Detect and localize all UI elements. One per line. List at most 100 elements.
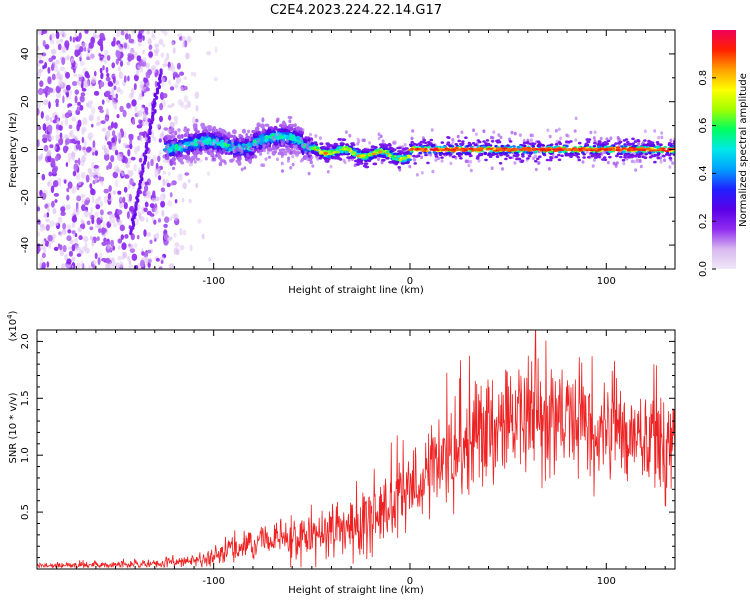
band-halo (309, 132, 312, 137)
band-cell (521, 153, 525, 156)
band-cell (643, 156, 648, 159)
band-cell (560, 154, 564, 158)
band-cell (528, 152, 533, 155)
noise-speck (43, 99, 49, 106)
band-cell (193, 138, 199, 143)
noise-speck (151, 196, 157, 203)
band-halo (265, 145, 269, 149)
noise-speck (88, 212, 92, 220)
noise-speck (98, 176, 102, 182)
noise-speck (112, 218, 115, 225)
band-cell (508, 156, 513, 160)
band-core (531, 148, 537, 151)
band-halo (430, 128, 434, 132)
noise-speck (159, 92, 165, 100)
band-cell (185, 150, 191, 155)
spectrogram-panel: -100 0 100 -40 -20 0 20 40 Height of straight … (8, 29, 676, 296)
noise-speck (106, 55, 111, 61)
noise-speck (128, 225, 132, 230)
noise-speck (42, 123, 47, 131)
noise-speck (89, 226, 94, 231)
band-cell (630, 153, 634, 157)
band-cell (454, 143, 459, 146)
noise-speck (121, 171, 124, 177)
noise-speck (108, 161, 113, 170)
band-cell (594, 156, 598, 159)
noise-speck (91, 217, 95, 225)
band-cell (374, 149, 380, 153)
band-core (566, 149, 571, 151)
band-cell (651, 150, 655, 154)
noise-speck (48, 101, 51, 109)
band-cell (442, 153, 447, 156)
band-halo (280, 139, 284, 143)
noise-speck (48, 87, 54, 93)
noise-speck (183, 85, 188, 91)
band-cell (577, 158, 581, 162)
noise-speck (214, 46, 218, 53)
noise-speck (149, 203, 155, 209)
band-halo (180, 156, 184, 161)
band-cell (297, 141, 300, 145)
snr-marks (37, 330, 675, 569)
band-core (485, 148, 490, 151)
band-cell (381, 158, 386, 162)
noise-speck (90, 187, 95, 196)
band-halo (306, 141, 310, 145)
band-cell (648, 151, 652, 155)
noise-speck (67, 181, 73, 189)
noise-speck (195, 182, 199, 189)
noise-speck (162, 93, 168, 99)
band-core (507, 150, 512, 152)
band-cell (557, 153, 561, 157)
band-halo (434, 158, 438, 162)
band-cell (554, 143, 559, 146)
colorbar-label: Normalized spectral amplitude (738, 73, 749, 227)
noise-speck (213, 76, 218, 82)
noise-speck (95, 204, 101, 210)
band-halo (437, 156, 440, 161)
band-halo (377, 132, 381, 136)
band-cell (318, 156, 323, 160)
band-cell (172, 147, 176, 152)
noise-speck (104, 90, 111, 97)
noise-speck (119, 105, 124, 113)
band-halo (224, 131, 228, 136)
noise-speck (142, 57, 147, 63)
noise-speck (143, 207, 148, 213)
noise-speck (80, 219, 84, 224)
band-halo (412, 157, 416, 161)
noise-speck (141, 251, 145, 256)
noise-speck (75, 44, 80, 51)
noise-speck (167, 128, 172, 133)
band-halo (660, 131, 664, 135)
band-halo (659, 159, 663, 164)
noise-speck (86, 102, 89, 108)
band-cell (172, 166, 176, 170)
noise-speck (124, 234, 129, 239)
band-cell (250, 137, 254, 142)
band-halo (238, 138, 242, 143)
noise-speck (63, 179, 67, 184)
noise-speck (140, 106, 145, 114)
band-cell (359, 162, 364, 165)
band-cell (229, 134, 234, 138)
band-cell (631, 142, 635, 145)
noise-speck (70, 58, 74, 64)
noise-speck (61, 57, 66, 65)
band-cell (642, 143, 647, 147)
noise-speck (76, 195, 82, 202)
figure-title: C2E4.2023.224.22.14.G17 (270, 3, 442, 18)
noise-speck (137, 41, 143, 47)
noise-speck (99, 215, 104, 220)
band-cell (460, 142, 465, 145)
noise-speck (84, 242, 88, 249)
noise-speck (88, 264, 92, 269)
noise-speck (89, 235, 94, 241)
band-cell (520, 160, 524, 163)
band-cell (218, 162, 223, 167)
noise-speck (135, 69, 139, 77)
band-cell (219, 136, 224, 140)
band-cell (406, 154, 412, 158)
band-cell (393, 152, 398, 156)
